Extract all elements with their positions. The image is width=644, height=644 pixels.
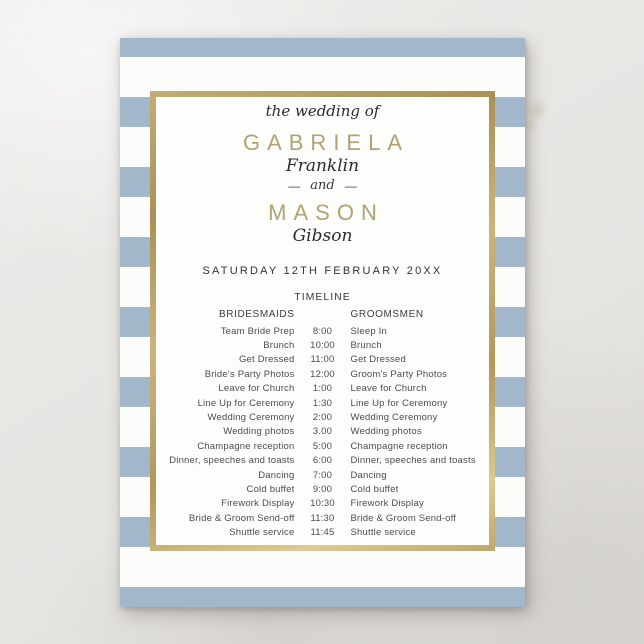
bridesmaids-activity: Leave for Church (218, 383, 295, 395)
program-panel: the wedding of GABRIELA Franklin — and —… (156, 97, 489, 545)
wedding-date: SATURDAY 12TH FEBRUARY 20XX (202, 265, 443, 277)
timeline-time: 8:00 (312, 325, 333, 337)
timeline-time: 1:00 (312, 383, 333, 395)
gold-foil-frame: the wedding of GABRIELA Franklin — and —… (150, 91, 495, 551)
wedding-program-card: the wedding of GABRIELA Franklin — and —… (120, 38, 525, 607)
divider-word: and (310, 178, 335, 193)
timeline-time: 9:00 (312, 483, 333, 495)
groomsmen-activity: Leave for Church (350, 383, 427, 395)
groomsmen-activity: Line Up for Ceremony (350, 397, 448, 409)
groomsmen-activity: Groom's Party Photos (350, 368, 448, 380)
groomsmen-activity: Dancing (350, 469, 387, 481)
timeline-row: Firework Display 10:30 Firework Display (156, 497, 489, 511)
bridesmaids-activity: Line Up for Ceremony (197, 397, 295, 409)
timeline-time: 1:30 (312, 397, 333, 409)
bridesmaids-activity: Shuttle service (229, 527, 295, 539)
divider-dash-left: — (288, 179, 301, 193)
divider-dash-right: — (344, 179, 357, 193)
timeline-row: Wedding photos 3.00 Wedding photos (156, 425, 489, 439)
timeline-row: Line Up for Ceremony 1:30 Line Up for Ce… (156, 396, 489, 410)
bridesmaids-activity: Wedding photos (223, 426, 295, 438)
timeline-row: Get Dressed 11:00 Get Dressed (156, 353, 489, 367)
timeline-row: Dinner, speeches and toasts 6:00 Dinner,… (156, 454, 489, 468)
timeline-time: 3.00 (312, 426, 333, 438)
timeline-time: 11:30 (310, 512, 335, 524)
groomsmen-activity: Cold buffet (350, 483, 399, 495)
bridesmaids-activity: Wedding Ceremony (207, 412, 295, 424)
timeline-time: 2:00 (312, 412, 333, 424)
groomsmen-activity: Brunch (350, 340, 382, 352)
timeline-row: Dancing 7:00 Dancing (156, 468, 489, 482)
groomsmen-activity: Get Dressed (350, 354, 407, 366)
timeline-row: Team Bride Prep 8:00 Sleep In (156, 324, 489, 338)
groomsmen-header: GROOMSMEN (350, 309, 424, 320)
timeline-time: 7:00 (312, 469, 333, 481)
timeline-time: 5:00 (312, 440, 333, 452)
groom-first-name: MASON (268, 200, 384, 225)
bridesmaids-header: BRIDESMAIDS (218, 309, 295, 320)
bridesmaids-activity: Dancing (258, 469, 295, 481)
intro-line: the wedding of (265, 102, 380, 120)
timeline-time: 11:45 (310, 527, 335, 539)
groomsmen-activity: Bride & Groom Send-off (350, 512, 457, 524)
bridesmaids-activity: Get Dressed (238, 354, 295, 366)
bride-first-name: GABRIELA (242, 130, 410, 155)
timeline-time: 10:00 (310, 340, 335, 352)
bridesmaids-activity: Dinner, speeches and toasts (169, 455, 295, 467)
bridesmaids-activity: Cold buffet (246, 483, 295, 495)
groomsmen-activity: Champagne reception (350, 440, 448, 452)
bridesmaids-activity: Bride & Groom Send-off (188, 512, 295, 524)
groomsmen-activity: Firework Display (350, 498, 424, 510)
timeline-time: 6:00 (312, 455, 333, 467)
timeline-rows: Team Bride Prep 8:00 Sleep In Brunch 10:… (156, 324, 489, 540)
timeline-time: 11:00 (310, 354, 335, 366)
groomsmen-activity: Sleep In (350, 325, 387, 337)
timeline-time: 10:30 (310, 498, 335, 510)
bridesmaids-activity: Firework Display (221, 498, 295, 510)
groomsmen-activity: Shuttle service (350, 527, 416, 539)
and-divider: — and — (156, 178, 489, 194)
bridesmaids-activity: Team Bride Prep (220, 325, 295, 337)
timeline-row: Bride & Groom Send-off 11:30 Bride & Gro… (156, 511, 489, 525)
bridesmaids-activity: Bride's Party Photos (204, 368, 295, 380)
groomsmen-activity: Wedding photos (350, 426, 422, 438)
timeline-row: Brunch 10:00 Brunch (156, 338, 489, 352)
bride-last-name: Franklin (285, 156, 360, 176)
timeline-row: Champagne reception 5:00 Champagne recep… (156, 439, 489, 453)
timeline-row: Cold buffet 9:00 Cold buffet (156, 482, 489, 496)
timeline-row: Bride's Party Photos 12:00 Groom's Party… (156, 367, 489, 381)
timeline-row: Leave for Church 1:00 Leave for Church (156, 382, 489, 396)
groomsmen-activity: Dinner, speeches and toasts (350, 455, 476, 467)
timeline-title: TIMELINE (294, 291, 351, 303)
timeline-row: Wedding Ceremony 2:00 Wedding Ceremony (156, 410, 489, 424)
bridesmaids-activity: Champagne reception (197, 440, 295, 452)
timeline-time: 12:00 (310, 368, 335, 380)
groomsmen-activity: Wedding Ceremony (350, 412, 438, 424)
timeline-row: Shuttle service 11:45 Shuttle service (156, 525, 489, 539)
timeline-header-row: BRIDESMAIDS GROOMSMEN (156, 308, 489, 321)
groom-last-name: Gibson (292, 226, 353, 246)
bridesmaids-activity: Brunch (263, 340, 295, 352)
